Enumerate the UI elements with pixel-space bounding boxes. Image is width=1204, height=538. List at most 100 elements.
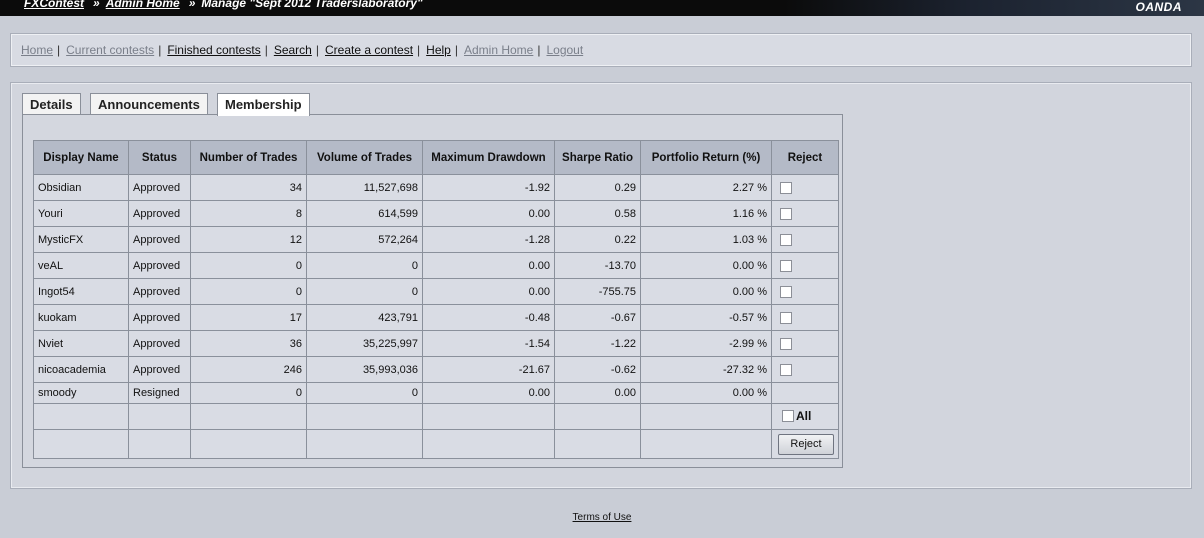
nav-search-link[interactable]: Search [273,43,312,57]
tab-membership[interactable]: Membership [217,93,310,116]
cell-sharpe: -13.70 [554,252,641,279]
cell-drawdown: -1.92 [422,174,555,201]
nav-logout-link[interactable]: Logout [546,43,584,57]
cell-volume: 11,527,698 [306,174,423,201]
nav-admin-home-link[interactable]: Admin Home [463,43,534,57]
cell-return: 1.03 % [640,226,772,253]
col-header-maximum-drawdown: Maximum Drawdown [422,140,555,175]
cell-volume: 572,264 [306,226,423,253]
oanda-logo: OANDA [1135,0,1182,14]
cell-return: -2.99 % [640,330,772,357]
reject-button[interactable]: Reject [778,433,834,455]
cell-sharpe: 0.29 [554,174,641,201]
cell-drawdown: -0.48 [422,304,555,331]
cell-trades: 34 [190,174,307,201]
col-header-volume-of-trades: Volume of Trades [306,140,423,175]
cell-drawdown: 0.00 [422,252,555,279]
cell-reject [771,226,839,253]
cell-reject [771,252,839,279]
cell-display-name: nicoacademia [33,356,129,383]
cell-sharpe: 0.00 [554,382,641,404]
cell-reject [771,200,839,227]
cell-return: 1.16 % [640,200,772,227]
terms-of-use-link[interactable]: Terms of Use [572,512,632,523]
table-row: Youri Approved 8 614,599 0.00 0.58 1.16 … [33,200,839,227]
reject-checkbox[interactable] [780,259,792,272]
cell-sharpe: -0.62 [554,356,641,383]
cell-drawdown: 0.00 [422,200,555,227]
reject-checkbox[interactable] [780,181,792,194]
col-header-sharpe-ratio: Sharpe Ratio [554,140,641,175]
cell-trades: 36 [190,330,307,357]
tab-details[interactable]: Details [22,93,81,115]
reject-checkbox[interactable] [780,337,792,350]
cell-reject [771,304,839,331]
table-row: MysticFX Approved 12 572,264 -1.28 0.22 … [33,226,839,253]
cell-sharpe: -0.67 [554,304,641,331]
cell-return: -0.57 % [640,304,772,331]
table-row: Ingot54 Approved 0 0 0.00 -755.75 0.00 % [33,278,839,305]
breadcrumb-fxcontest-link[interactable]: FXContest [24,0,84,10]
cell-display-name: Nviet [33,330,129,357]
cell-return: 0.00 % [640,252,772,279]
nav-home-link[interactable]: Home [21,43,54,57]
cell-status: Approved [128,304,191,331]
cell-return: 0.00 % [640,382,772,404]
table-row: nicoacademia Approved 246 35,993,036 -21… [33,356,839,383]
cell-reject [771,174,839,201]
top-header: FXContest» Admin Home» Manage "Sept 2012 T… [0,0,1204,16]
cell-status: Approved [128,174,191,201]
cell-drawdown: -21.67 [422,356,555,383]
cell-drawdown: 0.00 [422,382,555,404]
cell-select-all: All [771,403,839,430]
cell-reject-action: Reject [771,429,839,459]
cell-volume: 35,225,997 [306,330,423,357]
breadcrumb-admin-home-link[interactable]: Admin Home [105,0,180,10]
main-panel: Details Announcements Membership Display… [10,82,1192,489]
nav-help-link[interactable]: Help [426,43,451,57]
cell-trades: 246 [190,356,307,383]
select-all-control[interactable]: All [778,409,811,423]
cell-trades: 0 [190,252,307,279]
cell-status: Approved [128,226,191,253]
select-all-row: All [33,403,839,430]
table-row: Nviet Approved 36 35,225,997 -1.54 -1.22… [33,330,839,357]
table-header-row: Display Name Status Number of Trades Vol… [33,140,839,175]
table-row: smoody Resigned 0 0 0.00 0.00 0.00 % [33,382,839,404]
reject-checkbox[interactable] [780,207,792,220]
breadcrumb-current-page: Manage "Sept 2012 Traderslaboratory" [201,0,423,10]
cell-volume: 614,599 [306,200,423,227]
tab-announcements[interactable]: Announcements [90,93,208,115]
nav-create-contest-link[interactable]: Create a contest [324,43,414,57]
cell-reject [771,330,839,357]
cell-sharpe: -1.22 [554,330,641,357]
select-all-checkbox[interactable] [782,409,794,422]
nav-current-contests-link[interactable]: Current contests [66,43,155,57]
nav-finished-contests-link[interactable]: Finished contests [167,43,261,57]
cell-trades: 12 [190,226,307,253]
membership-content: Display Name Status Number of Trades Vol… [22,114,843,468]
reject-checkbox[interactable] [780,233,792,246]
footer: Terms of Use [0,512,1204,523]
cell-return: 0.00 % [640,278,772,305]
cell-reject-empty [771,382,839,404]
select-all-label: All [796,408,812,423]
col-header-portfolio-return: Portfolio Return (%) [640,140,772,175]
reject-checkbox[interactable] [780,285,792,298]
cell-display-name: Ingot54 [33,278,129,305]
cell-display-name: smoody [33,382,129,404]
cell-reject [771,356,839,383]
table-row: Obsidian Approved 34 11,527,698 -1.92 0.… [33,174,839,201]
cell-volume: 35,993,036 [306,356,423,383]
cell-sharpe: 0.58 [554,200,641,227]
cell-drawdown: -1.54 [422,330,555,357]
nav-panel: Home | Current contests | Finished contests |… [10,33,1192,67]
reject-checkbox[interactable] [780,311,792,324]
cell-trades: 8 [190,200,307,227]
reject-checkbox[interactable] [780,363,792,376]
cell-status: Approved [128,330,191,357]
cell-reject [771,278,839,305]
cell-volume: 0 [306,278,423,305]
cell-drawdown: 0.00 [422,278,555,305]
cell-status: Approved [128,278,191,305]
